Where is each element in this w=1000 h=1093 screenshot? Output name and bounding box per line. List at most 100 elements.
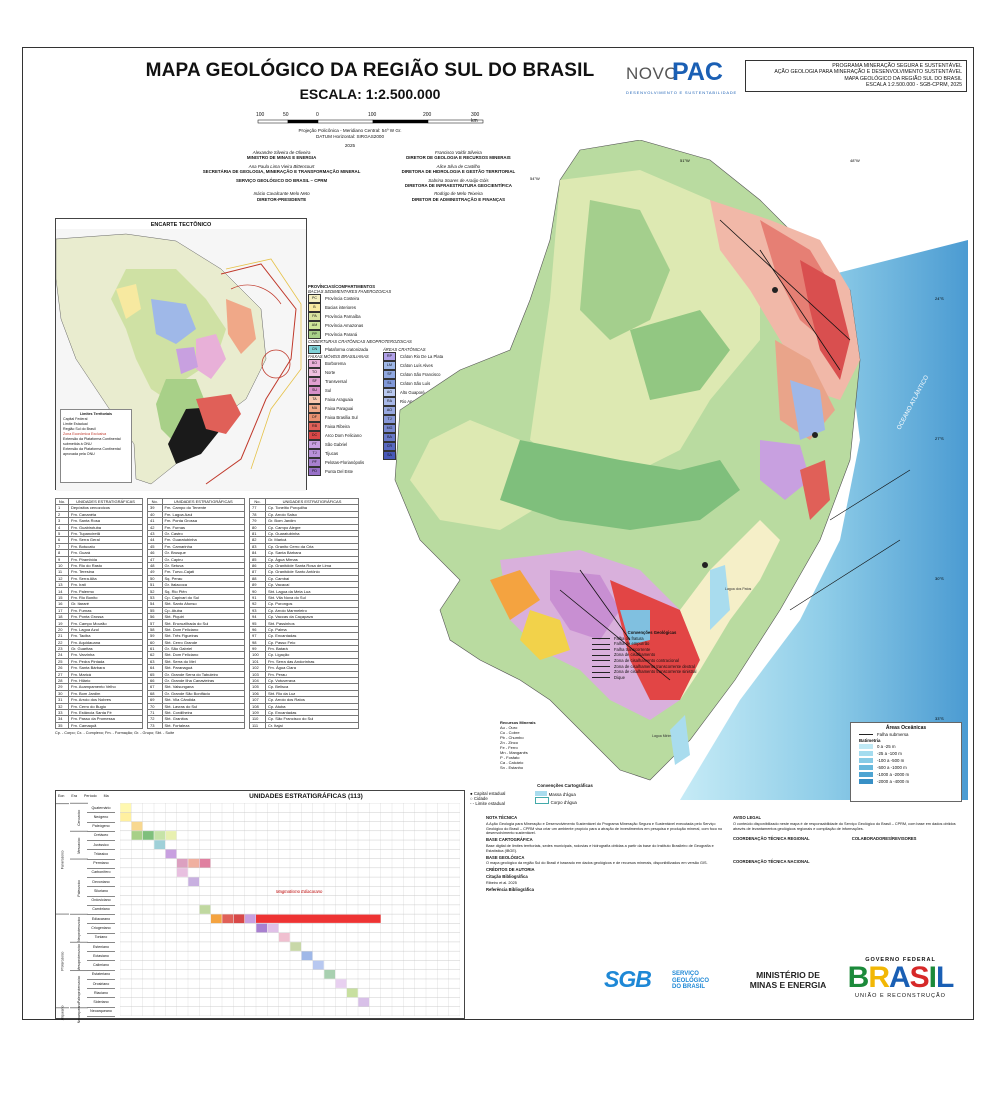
province-swatch: PT — [308, 439, 321, 449]
province-swatch: TA — [308, 394, 321, 404]
province-label: Bacias interiores — [325, 305, 356, 311]
table-cell: 111 — [249, 721, 266, 730]
minerals-title: Recursos Minerais — [500, 720, 536, 725]
bathymetry-row: -500 a -1000 m — [859, 764, 961, 771]
province-legend-item: SU Sul — [308, 385, 383, 395]
province-swatch: BO — [308, 358, 321, 368]
state-limit-label: - - Limite estadual — [470, 801, 505, 806]
province-label: São Gabriel — [325, 441, 348, 447]
province-label: Sul — [325, 387, 332, 393]
provinces-subtitle: COBERTURAS CRATÔNICAS NEOPROTEROZOICAS — [308, 339, 412, 345]
credit-name: Inácio Cavalcante Melo Neto — [253, 191, 310, 197]
province-legend-item: DC Arco Dom Feliciano — [308, 430, 383, 440]
fault-line — [759, 249, 841, 371]
info-line-2: AÇÃO GEOLOGIA PARA MINERAÇÃO E DESENVOLV… — [774, 69, 962, 76]
province-label: Província Parnaíba — [325, 314, 361, 320]
province-label: Cráton São Francisco — [400, 371, 441, 377]
period-label: Devoniano — [87, 877, 115, 888]
fault-line — [579, 569, 631, 641]
province-label: Cráton São Luís — [400, 380, 431, 386]
province-legend-item: PD Punta Del Este — [308, 466, 383, 476]
bathymetry-row: -2000 a -4000 m — [859, 778, 961, 785]
bathymetry-row: -25 a -100 m — [859, 750, 961, 757]
province-label: Plataforma cratonizada — [325, 346, 369, 352]
province-swatch: PC — [308, 294, 321, 304]
graphic-scale-bar: 100 50 0 100 200 300 km — [256, 112, 486, 135]
unit-range-cell — [267, 923, 279, 933]
province-swatch: B — [308, 303, 321, 313]
notes-text: Ribeiro et al. 2025 — [486, 880, 517, 885]
table-cell: 35 — [54, 721, 70, 730]
notes-heading: NOTA TÉCNICA — [486, 815, 518, 820]
gov-brasil: BRASIL — [847, 961, 955, 994]
institutional-credits: Alexandre Silveira de Oliveira MINISTRO D… — [200, 150, 540, 205]
province-label: Rio Apa — [400, 398, 415, 404]
serra-geral-unit — [410, 170, 760, 530]
scale-tick: 200 — [423, 112, 432, 118]
province-legend-item: TA Faixa Araguaia — [308, 394, 383, 404]
period-label: Quaternário — [87, 803, 115, 814]
scale-tick: 0 — [316, 112, 319, 118]
notes-heading: COORDENAÇÃO TÉCNICA REGIONAL — [733, 836, 810, 842]
gov-line-3: UNIÃO E RECONSTRUÇÃO — [855, 993, 946, 999]
notes-heading: COORDENAÇÃO TÉCNICA NACIONAL — [733, 859, 810, 865]
lagoa-dos-patos — [710, 565, 730, 630]
era-label: Mesoproterozoico — [70, 941, 88, 971]
strat-table-col1: No. UNIDADES ESTRATIGRÁFICAS 1 Depósitos ce… — [54, 497, 143, 730]
province-label: Província Amazonas — [325, 323, 364, 329]
province-swatch: AO — [383, 406, 396, 416]
bathymetry-row: -1000 a -2000 m — [859, 771, 961, 778]
capital-symbol-label: ● Capital estadual — [470, 791, 506, 796]
table-cell: Fm. Campo do Tenente — [161, 504, 246, 512]
unit-range-cell — [199, 905, 211, 914]
credit-name: Rodrigo de Melo Teixeira — [434, 191, 483, 197]
bathymetry-swatch — [859, 758, 873, 763]
province-swatch: TJ — [383, 415, 396, 425]
ocean-areas-legend: Áreas Oceânicas Falha submersa Batimetri… — [850, 722, 962, 802]
unit-range-cell — [131, 831, 143, 840]
city-symbol-label: ○ Cidade — [470, 796, 488, 801]
unit-range-cell — [256, 923, 268, 933]
credit-name: Alice Silva de Castilho — [436, 163, 481, 169]
notes-heading: BASE GEOLÓGICA — [486, 854, 525, 860]
bathymetry-label: 0 a -25 m — [877, 744, 896, 749]
province-label: Arco Dom Feliciano — [325, 432, 362, 438]
convention-item: Zona de cisalhamento transcorrente sinis… — [592, 669, 712, 675]
province-legend-item: MA Faixa Paraguai — [308, 403, 383, 413]
unit-range-cell — [154, 840, 166, 850]
province-legend-item: DF Faixa Brasília Sul — [308, 412, 383, 422]
table-header: UNIDADES ESTRATIGRÁFICAS — [264, 497, 360, 506]
province-swatch: RA — [383, 397, 396, 407]
bathymetry-swatch — [859, 772, 873, 777]
inset-legend: Limites Territoriais Capital Federal Lim… — [60, 409, 132, 483]
period-label: Riaciano — [87, 988, 115, 999]
period-label: Toniano — [87, 933, 115, 943]
province-swatch: SF — [308, 376, 321, 386]
era-label: Cenozoico — [70, 803, 88, 832]
col-header-era: Era — [71, 794, 77, 798]
conventions-title: Convenções Geológicas — [627, 630, 677, 635]
province-swatch: PP — [308, 330, 321, 340]
province-swatch: SL — [383, 379, 396, 389]
province-label: Faixa Ribeira — [325, 423, 350, 429]
ocean-legend-title: Áreas Oceânicas — [885, 725, 927, 731]
province-swatch: PF — [308, 457, 321, 467]
unit-range-cell — [165, 849, 177, 859]
table-row: 39 Fm. Campo do Tenente — [147, 504, 246, 512]
datum-line: DATUM Horizontal: SIRGAS2000 — [315, 134, 385, 139]
novo-pac-word: NOVO — [626, 64, 679, 83]
province-label: Pelotas-Florianópolis — [325, 459, 365, 465]
sgb-logo-mark: SGB — [604, 966, 652, 992]
province-swatch: CN — [308, 344, 321, 354]
mineral-item: Pb - Chumbo — [500, 735, 524, 740]
province-legend-item: SF Cráton São Francisco — [383, 370, 463, 380]
table-row: 35 Fm. Camaquã — [54, 721, 143, 730]
cartographic-title: Convenções Cartográficas — [537, 783, 593, 788]
province-label: Faixa Araguaia — [325, 396, 353, 402]
provinces-subtitle: FAIXAS MÓVEIS BRASILIANAS — [308, 353, 369, 359]
convention-item: Dique — [592, 675, 712, 681]
tectonic-inset: ENCARTE TECTÔNICO Limites Territoriais C… — [55, 218, 307, 491]
table-cell: Depósitos cenozoicos — [68, 504, 143, 512]
unit-range-cell — [176, 868, 188, 877]
bathymetry-swatch — [859, 744, 873, 749]
